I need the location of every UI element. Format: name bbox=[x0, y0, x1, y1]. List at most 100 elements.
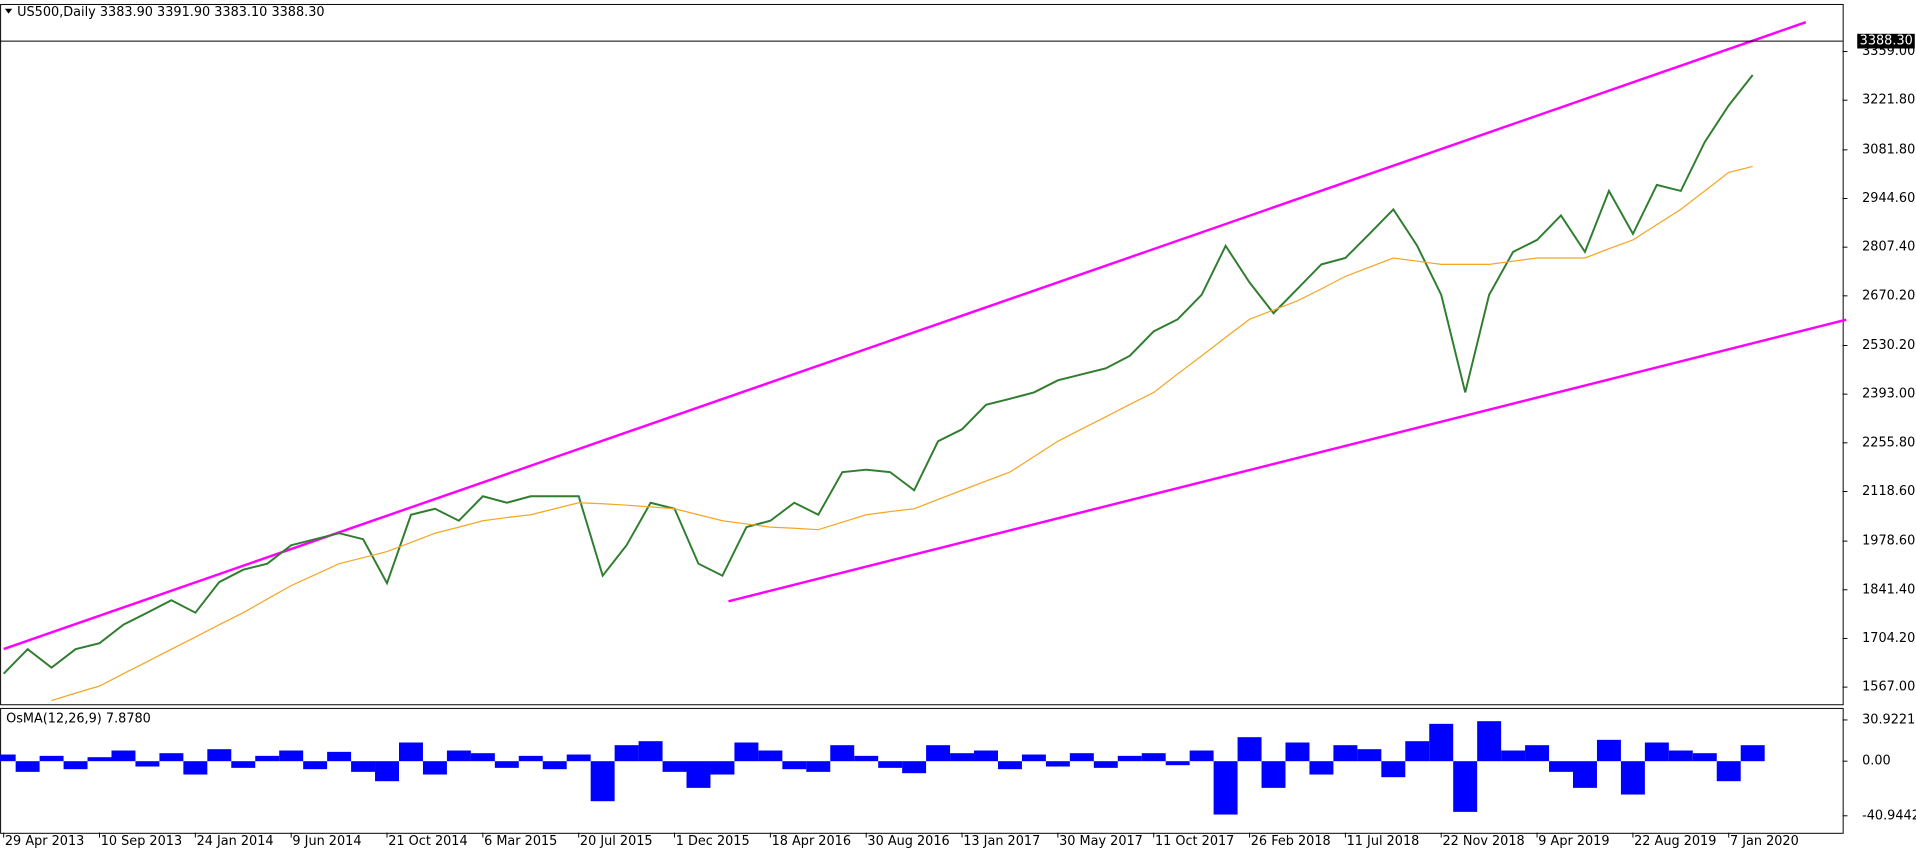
osma-bar bbox=[518, 755, 543, 762]
osma-bar bbox=[1237, 737, 1262, 762]
osma-bar bbox=[1189, 750, 1214, 762]
osma-bar bbox=[351, 761, 376, 772]
osma-bar bbox=[1045, 761, 1070, 767]
lower-trendline bbox=[728, 318, 1847, 603]
osma-bar bbox=[1477, 721, 1502, 762]
x-tick-label: 11 Jul 2018 bbox=[1347, 834, 1420, 849]
osma-bar bbox=[1525, 745, 1550, 762]
y-tick-label: -40.9442 bbox=[1862, 808, 1916, 823]
osma-bar bbox=[422, 761, 447, 775]
y-tick-label: 2393.00 bbox=[1862, 387, 1915, 402]
menu-arrow[interactable] bbox=[4, 8, 13, 14]
upper-trendline bbox=[3, 21, 1807, 651]
osma-bar bbox=[375, 761, 399, 782]
osma-bar bbox=[279, 750, 304, 762]
osma-bar bbox=[39, 755, 64, 762]
osma-bar bbox=[1285, 742, 1310, 762]
osma-bar bbox=[974, 750, 998, 762]
osma-bar bbox=[830, 745, 855, 762]
osma-bar bbox=[63, 761, 88, 770]
osma-bar bbox=[1740, 745, 1765, 762]
osma-bar bbox=[231, 761, 256, 768]
x-tick-label: 9 Jun 2014 bbox=[292, 834, 361, 849]
y-tick-label: 2118.60 bbox=[1862, 484, 1915, 499]
y-tick-label: 2807.40 bbox=[1862, 240, 1915, 255]
osma-bar bbox=[1572, 761, 1597, 788]
x-tick-label: 26 Feb 2018 bbox=[1251, 834, 1331, 849]
osma-bar bbox=[878, 761, 903, 768]
y-tick-label: 0.00 bbox=[1862, 754, 1891, 769]
x-tick-label: 24 Jan 2014 bbox=[197, 834, 274, 849]
sub-panel bbox=[0, 707, 1844, 834]
osma-bar bbox=[1117, 755, 1142, 762]
y-tick-label: 30.9221 bbox=[1862, 712, 1915, 727]
x-tick-label: 21 Oct 2014 bbox=[388, 834, 467, 849]
x-tick-label: 22 Aug 2019 bbox=[1634, 834, 1716, 849]
y-tick-label: 1567.00 bbox=[1862, 680, 1915, 695]
osma-bar bbox=[135, 761, 160, 767]
osma-bar bbox=[710, 761, 735, 775]
osma-bar bbox=[1405, 741, 1430, 762]
osma-bar bbox=[1213, 761, 1238, 815]
x-tick-label: 30 May 2017 bbox=[1059, 834, 1143, 849]
last-price-label: 3388.30 bbox=[1860, 34, 1913, 49]
osma-bar bbox=[0, 754, 16, 762]
osma-bar bbox=[686, 761, 711, 788]
osma-bar bbox=[542, 761, 567, 770]
osma-bar bbox=[470, 753, 495, 762]
osma-bar bbox=[1453, 761, 1478, 812]
last-price-box bbox=[1857, 33, 1915, 49]
osma-bar bbox=[1309, 761, 1334, 775]
moving-average bbox=[51, 165, 1753, 702]
osma-bar bbox=[494, 761, 519, 768]
osma-bar bbox=[782, 761, 807, 770]
osma-bar bbox=[758, 750, 783, 762]
x-tick-label: 1 Dec 2015 bbox=[676, 834, 750, 849]
osma-bar bbox=[662, 761, 687, 772]
y-tick-label: 3081.80 bbox=[1862, 142, 1915, 157]
osma-bar bbox=[1644, 742, 1669, 762]
osma-bar bbox=[590, 761, 615, 802]
y-tick-label: 2670.20 bbox=[1862, 288, 1915, 303]
y-tick-label: 1704.20 bbox=[1862, 631, 1915, 646]
osma-bar bbox=[997, 761, 1022, 770]
osma-bar bbox=[1668, 750, 1693, 762]
osma-bar bbox=[446, 750, 471, 762]
osma-bar bbox=[1549, 761, 1573, 772]
osma-bar bbox=[806, 761, 831, 772]
osma-bar bbox=[1069, 753, 1094, 762]
osma-bar bbox=[1501, 750, 1526, 762]
x-tick-label: 7 Jan 2020 bbox=[1730, 834, 1799, 849]
x-tick-label: 10 Sep 2013 bbox=[101, 834, 182, 849]
osma-bar bbox=[566, 754, 591, 762]
osma-bar bbox=[1333, 745, 1358, 762]
osma-bar bbox=[1429, 723, 1454, 762]
y-tick-label: 3221.80 bbox=[1862, 93, 1915, 108]
x-tick-label: 6 Mar 2015 bbox=[484, 834, 557, 849]
osma-bar bbox=[159, 753, 184, 762]
osma-bar bbox=[87, 757, 112, 762]
osma-bar bbox=[1093, 761, 1118, 768]
osma-bar bbox=[398, 742, 423, 762]
osma-bar bbox=[327, 751, 352, 762]
x-tick-label: 18 Apr 2016 bbox=[772, 834, 851, 849]
osma-bar bbox=[1692, 753, 1717, 762]
osma-bar bbox=[638, 741, 663, 762]
x-tick-label: 9 Apr 2019 bbox=[1538, 834, 1609, 849]
osma-bar bbox=[1596, 739, 1621, 762]
osma-bar bbox=[1021, 754, 1046, 762]
osma-bar bbox=[111, 750, 136, 762]
osma-bar bbox=[207, 749, 232, 762]
x-tick-label: 22 Nov 2018 bbox=[1442, 834, 1524, 849]
price-line bbox=[2, 74, 1754, 675]
osma-bar bbox=[926, 745, 951, 762]
indicator-title: OsMA(12,26,9) 7.8780 bbox=[6, 711, 151, 726]
x-tick-label: 11 Oct 2017 bbox=[1155, 834, 1234, 849]
y-tick-label: 2944.60 bbox=[1862, 191, 1915, 206]
osma-bar bbox=[1165, 761, 1190, 766]
x-tick-label: 20 Jul 2015 bbox=[580, 834, 653, 849]
osma-bar bbox=[1620, 761, 1645, 795]
osma-bar bbox=[1141, 753, 1166, 762]
